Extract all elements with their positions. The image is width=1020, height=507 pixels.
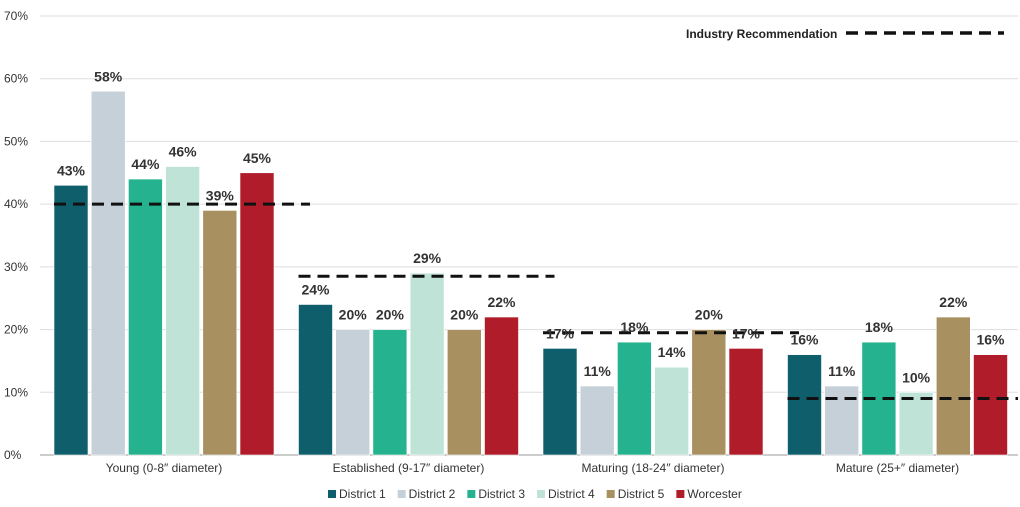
- y-tick-label: 30%: [4, 260, 28, 274]
- bar: [542, 348, 578, 456]
- bar: [53, 185, 89, 456]
- data-label: 16%: [976, 332, 1005, 348]
- legend-swatch: [606, 490, 615, 498]
- legend-label: District 4: [548, 487, 595, 501]
- data-label: 22%: [939, 294, 968, 310]
- data-label: 43%: [57, 162, 86, 178]
- data-label: 11%: [584, 363, 612, 379]
- data-label: 20%: [450, 307, 479, 323]
- data-label: 58%: [94, 68, 123, 84]
- legend-swatch: [537, 490, 546, 498]
- data-label: 18%: [620, 319, 649, 335]
- bars: [53, 90, 1008, 456]
- bar: [787, 354, 822, 456]
- legend-label: District 1: [339, 487, 386, 501]
- bar: [973, 354, 1008, 456]
- data-label: 17%: [732, 325, 761, 341]
- bar: [335, 329, 371, 456]
- x-axis: Young (0-8″ diameter) Established (9-17″ …: [106, 461, 959, 475]
- legend-label: District 2: [409, 487, 456, 501]
- y-tick-label: 10%: [4, 385, 28, 399]
- bar: [90, 90, 126, 456]
- legend: District 1 District 2 District 3 District 4…: [328, 487, 742, 501]
- y-tick-label: 60%: [4, 72, 28, 86]
- legend-label: District 5: [618, 487, 665, 501]
- data-label: 20%: [339, 307, 368, 323]
- legend-label: Worcester: [687, 487, 741, 501]
- bar: [654, 366, 689, 456]
- legend-label: District 3: [478, 487, 525, 501]
- data-label: 46%: [169, 144, 198, 160]
- bar: [824, 385, 860, 456]
- category-label: Young (0-8″ diameter): [106, 461, 223, 475]
- data-label: 17%: [546, 325, 575, 341]
- bar: [935, 316, 971, 456]
- data-label: 39%: [206, 187, 235, 203]
- data-label: 20%: [695, 307, 724, 323]
- reference-lines: [54, 202, 1018, 401]
- legend-swatch: [676, 490, 685, 498]
- y-tick-label: 70%: [4, 9, 28, 23]
- data-label: 20%: [376, 307, 405, 323]
- data-label: 22%: [487, 294, 516, 310]
- data-label: 18%: [865, 319, 894, 335]
- y-tick-label: 50%: [4, 134, 28, 148]
- data-label: 24%: [301, 281, 330, 297]
- bar: [372, 329, 408, 456]
- bar: [484, 316, 519, 456]
- y-axis: 0% 10% 20% 30% 40% 50% 60% 70%: [4, 9, 28, 462]
- legend-swatch: [328, 490, 336, 498]
- reference-legend: Industry Recommendation: [686, 27, 1004, 41]
- bar: [446, 329, 482, 456]
- bar: [579, 385, 615, 456]
- legend-swatch: [467, 490, 476, 498]
- data-label: 11%: [828, 363, 856, 379]
- data-label: 45%: [243, 150, 272, 166]
- bar: [128, 178, 163, 456]
- category-label: Maturing (18-24″ diameter): [582, 461, 725, 475]
- bar: [409, 272, 445, 456]
- bar: [239, 172, 275, 456]
- bar: [165, 166, 200, 456]
- data-label: 10%: [902, 369, 931, 385]
- bar: [298, 304, 333, 456]
- data-labels: 43% 58% 44% 46% 39% 45% 24% 20% 20% 29% 20% 22% 17% 1…: [57, 68, 1005, 385]
- data-label: 29%: [413, 250, 442, 266]
- reference-legend-label: Industry Recommendation: [686, 27, 837, 41]
- bar: [617, 341, 652, 456]
- bar: [691, 329, 727, 456]
- bar: [898, 391, 934, 456]
- data-label: 16%: [790, 332, 819, 348]
- category-label: Established (9-17″ diameter): [333, 461, 485, 475]
- data-label: 44%: [131, 156, 160, 172]
- bar: [202, 210, 238, 456]
- y-tick-label: 20%: [4, 323, 28, 337]
- y-tick-label: 40%: [4, 197, 28, 211]
- legend-swatch: [397, 490, 406, 498]
- bar: [728, 348, 764, 456]
- y-tick-label: 0%: [4, 448, 22, 462]
- data-label: 14%: [658, 344, 687, 360]
- category-label: Mature (25+″ diameter): [836, 461, 959, 475]
